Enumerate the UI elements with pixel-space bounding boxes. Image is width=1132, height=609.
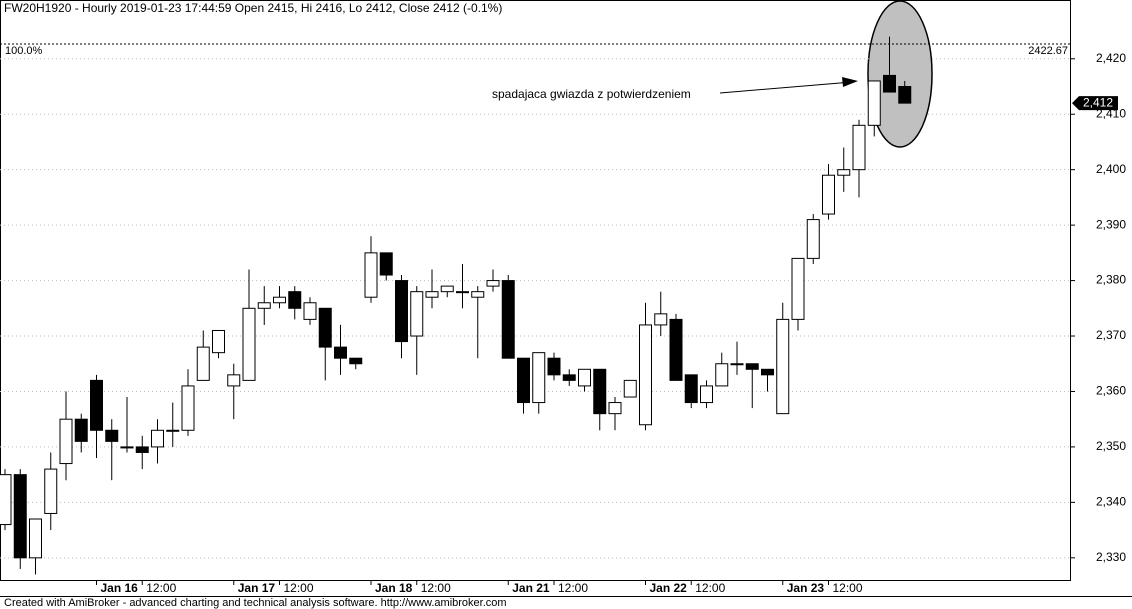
candle-body bbox=[822, 174, 835, 215]
x-tick-label: 12:00 bbox=[421, 581, 451, 595]
candle-body bbox=[318, 307, 332, 348]
y-tick-label: 2,390 bbox=[1096, 217, 1126, 231]
x-tick-label: 12:00 bbox=[146, 581, 176, 595]
x-tick-label: Jan 22 bbox=[650, 581, 688, 595]
candle-body bbox=[761, 368, 774, 376]
candle-body bbox=[608, 402, 622, 415]
candle-body bbox=[410, 291, 424, 337]
candle-body bbox=[59, 418, 73, 465]
candle-body bbox=[593, 368, 607, 415]
candle-body bbox=[669, 318, 683, 381]
candle-body bbox=[684, 374, 698, 404]
candle-body bbox=[90, 379, 103, 431]
x-tick-label: Jan 17 bbox=[238, 581, 276, 595]
level-label: 100.0% bbox=[5, 45, 43, 57]
y-tick-label: 2,350 bbox=[1096, 439, 1126, 453]
candle-body bbox=[395, 280, 408, 343]
candle-body bbox=[0, 474, 12, 526]
y-tick-label: 2,340 bbox=[1096, 495, 1126, 509]
candle-body bbox=[379, 252, 393, 276]
candle-body bbox=[501, 280, 515, 359]
highlight-ellipse bbox=[867, 0, 933, 148]
arrow-head bbox=[842, 77, 858, 87]
candle-body bbox=[623, 379, 637, 398]
plot-frame bbox=[0, 0, 1071, 581]
candle-body bbox=[776, 318, 790, 415]
candle-body bbox=[120, 446, 134, 449]
candle-body bbox=[547, 357, 561, 376]
candle-body bbox=[730, 363, 744, 366]
plot-area bbox=[0, 36, 1070, 575]
candle-body bbox=[837, 169, 851, 176]
candle-body bbox=[700, 385, 713, 404]
candle-body bbox=[196, 346, 210, 381]
annotation-arrow bbox=[719, 81, 853, 94]
candle-body bbox=[151, 429, 164, 448]
candle-body bbox=[166, 429, 180, 432]
candle-body bbox=[334, 346, 347, 359]
candle-body bbox=[425, 291, 439, 298]
candle-body bbox=[852, 124, 866, 171]
candle-body bbox=[44, 468, 58, 514]
candle-body bbox=[74, 418, 88, 442]
candle-body bbox=[562, 374, 576, 381]
candle-body bbox=[364, 252, 378, 298]
candle-body bbox=[715, 363, 729, 387]
candle-body bbox=[791, 257, 805, 320]
y-tick-label: 2,400 bbox=[1096, 162, 1126, 176]
candle-body bbox=[181, 385, 195, 431]
candle-body bbox=[105, 429, 119, 442]
candle-body bbox=[273, 296, 286, 304]
candle-body bbox=[486, 280, 500, 287]
x-tick-label: 12:00 bbox=[833, 581, 863, 595]
x-tick-label: Jan 16 bbox=[101, 581, 139, 595]
candle-body bbox=[517, 357, 530, 404]
candle-body bbox=[135, 446, 149, 453]
x-tick-label: Jan 18 bbox=[375, 581, 413, 595]
candle-body bbox=[639, 324, 652, 426]
x-tick-label: 12:00 bbox=[695, 581, 725, 595]
y-tick-label: 2,360 bbox=[1096, 384, 1126, 398]
candle-body bbox=[288, 291, 302, 309]
candle-body bbox=[532, 352, 546, 404]
candle-body bbox=[29, 518, 42, 559]
candle-body bbox=[471, 291, 485, 298]
y-tick-label: 2,380 bbox=[1096, 273, 1126, 287]
candle-body bbox=[654, 313, 668, 326]
candle-body bbox=[456, 291, 469, 294]
last-price-tag bbox=[1072, 96, 1118, 111]
candle-body bbox=[883, 74, 896, 93]
candle-body bbox=[212, 329, 225, 354]
chart-title: FW20H1920 - Hourly 2019-01-23 17:44:59 O… bbox=[4, 1, 502, 15]
candle-body bbox=[303, 302, 317, 320]
candle-body bbox=[806, 219, 820, 259]
y-tick-label: 2,420 bbox=[1096, 51, 1126, 65]
x-tick-label: Jan 21 bbox=[512, 581, 550, 595]
candle-body bbox=[898, 86, 912, 104]
candle-body bbox=[867, 80, 881, 126]
candle-body bbox=[227, 374, 241, 387]
footer: Created with AmiBroker - advanced charti… bbox=[4, 597, 507, 609]
candle-body bbox=[242, 307, 256, 381]
level-value: 2422.67 bbox=[1028, 45, 1068, 57]
x-tick-label: 12:00 bbox=[558, 581, 588, 595]
x-tick-label: 12:00 bbox=[284, 581, 314, 595]
candle-body bbox=[440, 285, 454, 293]
candle-body bbox=[257, 302, 271, 309]
candle-body bbox=[349, 357, 363, 365]
annotation: spadajaca gwiazda z potwierdzeniem bbox=[492, 87, 691, 101]
x-tick-label: Jan 23 bbox=[787, 581, 825, 595]
candle-body bbox=[745, 363, 759, 370]
y-tick-label: 2,370 bbox=[1096, 328, 1126, 342]
last-price-label: 2,412 bbox=[1083, 95, 1113, 109]
y-tick-label: 2,330 bbox=[1096, 550, 1126, 564]
candle-body bbox=[578, 368, 591, 387]
candle-body bbox=[13, 474, 27, 559]
